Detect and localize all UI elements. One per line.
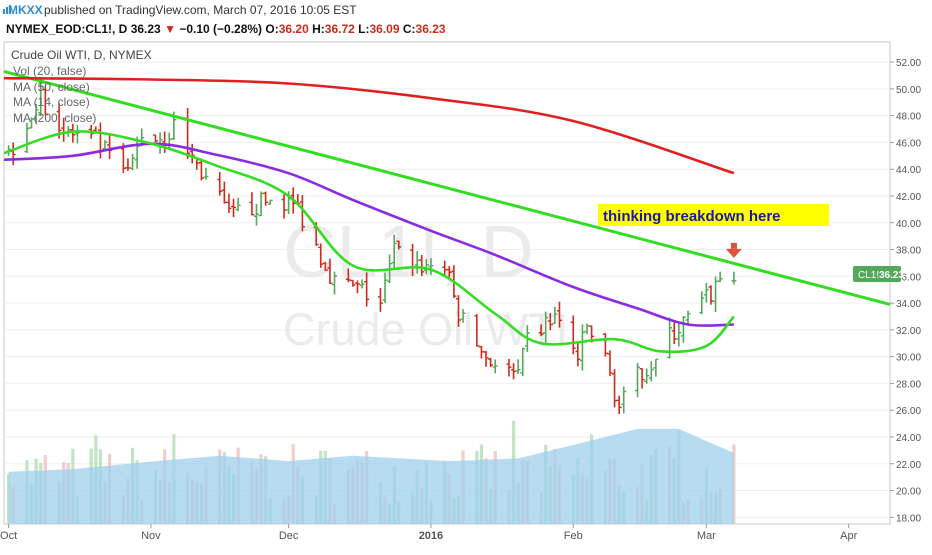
y-tick-label: 24.00 [896,433,921,444]
ma14-line [3,130,735,354]
close-label: C: [402,22,416,36]
open-value: 36.20 [278,22,309,36]
signal-arrow-icon [725,242,742,258]
y-tick-label: 32.00 [896,326,921,337]
legend-item-ma200[interactable]: MA (200, close) [13,111,96,125]
legend-item-ma14[interactable]: MA (14, close) [13,95,90,109]
y-tick-label: 28.00 [896,379,921,390]
price-tag-value: 36.23 [879,270,904,281]
volume-layer [6,420,736,524]
legend-item-ma50[interactable]: MA (50, close) [13,80,90,94]
indicator-lines [3,70,891,354]
chart-legend: Crude Oil WTI, D, NYMEX Vol (20, false) … [11,48,152,125]
y-tick-label: 46.00 [896,138,921,149]
arrow-shaft [730,242,737,249]
close-value: 36.23 [415,22,446,36]
chart-panel[interactable]: CL1!, D Crude Oil WTI Crude Oil WTI, D, … [0,38,932,550]
y-tick-label: 52.00 [896,58,921,69]
price-axis[interactable]: 18.00 20.00 22.00 24.00 26.00 28.00 30.00 32.00… [890,58,921,524]
symbol-label: NYMEX_EOD:CL1!, D [6,22,128,36]
price-tag: CL1! 36.23 [853,266,904,282]
legend-item-vol[interactable]: Vol (20, false) [13,64,86,78]
x-tick-label: 2016 [419,530,443,542]
price-tag-symbol: CL1! [858,270,879,281]
legend-title: Crude Oil WTI, D, NYMEX [11,48,152,62]
publish-header: MKXX published on TradingView.com, March… [0,0,932,20]
y-tick-label: 44.00 [896,165,921,176]
y-tick-label: 38.00 [896,246,921,257]
price-tag-background [853,266,901,282]
y-tick-label: 30.00 [896,353,921,364]
down-arrow-icon: ▼ [164,22,176,36]
volume-bar [732,444,736,524]
tradingview-logo-icon [3,5,11,14]
y-tick-label: 34.00 [896,299,921,310]
y-tick-label: 50.00 [896,85,921,96]
x-tick-label: Mar [697,530,716,542]
price-chart[interactable]: CL1!, D Crude Oil WTI Crude Oil WTI, D, … [0,38,932,550]
arrow-head [725,248,742,258]
watermark-name: Crude Oil WTI [283,304,568,355]
annotation-box[interactable]: thinking breakdown here [598,204,829,226]
open-label: O: [265,22,279,36]
x-tick-label: Feb [564,530,583,542]
low-label: L: [358,22,370,36]
time-axis[interactable]: Oct Nov Dec 2016 Feb Mar Apr [0,524,858,542]
annotation-background [598,204,829,226]
high-label: H: [312,22,325,36]
y-tick-label: 40.00 [896,219,921,230]
y-tick-label: 48.00 [896,112,921,123]
y-tick-label: 36.00 [896,272,921,283]
annotation-text: thinking breakdown here [603,208,781,225]
y-tick-label: 22.00 [896,460,921,471]
trend-line[interactable] [3,70,891,306]
x-tick-label: Dec [279,530,299,542]
y-tick-label: 18.00 [896,513,921,524]
low-value: 36.09 [369,22,400,36]
quote-line: NYMEX_EOD:CL1!, D 36.23 ▼ −0.10 (−0.28%)… [6,20,446,38]
ma50-line [3,142,734,327]
price-change: −0.10 (−0.28%) [179,22,263,36]
x-tick-label: Apr [840,530,857,542]
last-price: 36.23 [130,22,161,36]
x-tick-label: Nov [141,530,161,542]
volume-average-area [8,428,734,524]
high-value: 36.72 [324,22,355,36]
publish-info: published on TradingView.com, March 07, … [44,3,357,17]
author-name[interactable]: MKXX [8,3,43,17]
y-tick-label: 20.00 [896,487,921,498]
y-tick-label: 42.00 [896,192,921,203]
y-tick-label: 26.00 [896,406,921,417]
x-tick-label: Oct [0,530,17,542]
grid-lines [4,61,890,518]
ma200-line [3,76,735,175]
watermark-symbol: CL1!, D [283,210,534,293]
volume-bar [6,473,11,524]
